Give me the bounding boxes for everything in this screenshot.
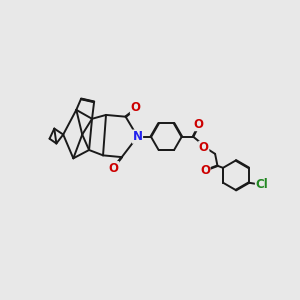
Text: O: O xyxy=(109,162,119,175)
Text: Cl: Cl xyxy=(256,178,268,191)
Text: O: O xyxy=(130,101,140,114)
Text: O: O xyxy=(194,118,203,130)
Text: N: N xyxy=(133,130,142,143)
Text: O: O xyxy=(200,164,210,177)
Text: O: O xyxy=(199,141,209,154)
